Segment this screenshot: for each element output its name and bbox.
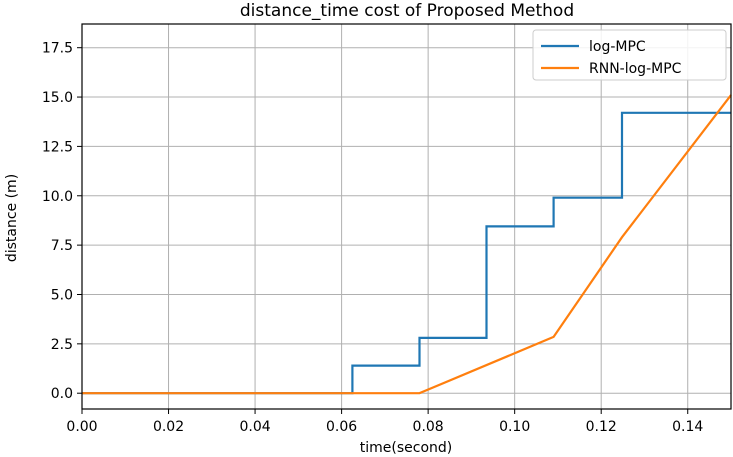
legend-label: RNN-log-MPC (589, 61, 682, 77)
x-tick-label: 0.12 (586, 419, 617, 435)
x-tick-label: 0.00 (66, 419, 97, 435)
x-axis-label: time(second) (360, 440, 452, 456)
y-tick-label: 7.5 (51, 238, 73, 254)
series-line-log-mpc (82, 111, 731, 395)
plot-frame (81, 23, 732, 410)
plot-area (82, 94, 732, 395)
x-tick-label: 0.14 (672, 419, 703, 435)
grid (81, 24, 731, 409)
y-tick-label: 12.5 (42, 139, 73, 155)
x-tick-label: 0.08 (413, 419, 444, 435)
y-tick-label: 5.0 (51, 287, 73, 303)
y-tick-label: 2.5 (51, 337, 73, 353)
x-tick-label: 0.10 (499, 419, 530, 435)
chart-title: distance_time cost of Proposed Method (240, 1, 574, 21)
y-axis-label: distance (m) (4, 174, 20, 262)
x-tick-label: 0.04 (239, 419, 270, 435)
series-line-rnn-log-mpc (82, 94, 732, 395)
legend-box (532, 29, 727, 81)
y-tick-label: 10.0 (42, 189, 73, 205)
x-tick-label: 0.06 (326, 419, 357, 435)
x-axis: 0.00 0.02 0.04 0.06 0.08 0.10 0.12 0.14 (66, 409, 703, 435)
x-tick-label: 0.02 (153, 419, 184, 435)
y-axis: 0.0 2.5 5.0 7.5 10.0 12.5 15.0 17.5 (42, 41, 82, 402)
y-tick-label: 0.0 (51, 386, 73, 402)
legend: log-MPC RNN-log-MPC (532, 29, 727, 81)
y-tick-label: 17.5 (42, 41, 73, 57)
legend-label: log-MPC (589, 39, 646, 55)
y-tick-label: 15.0 (42, 90, 73, 106)
